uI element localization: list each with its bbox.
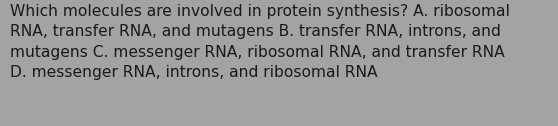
Text: Which molecules are involved in protein synthesis? A. ribosomal
RNA, transfer RN: Which molecules are involved in protein … xyxy=(10,4,510,80)
